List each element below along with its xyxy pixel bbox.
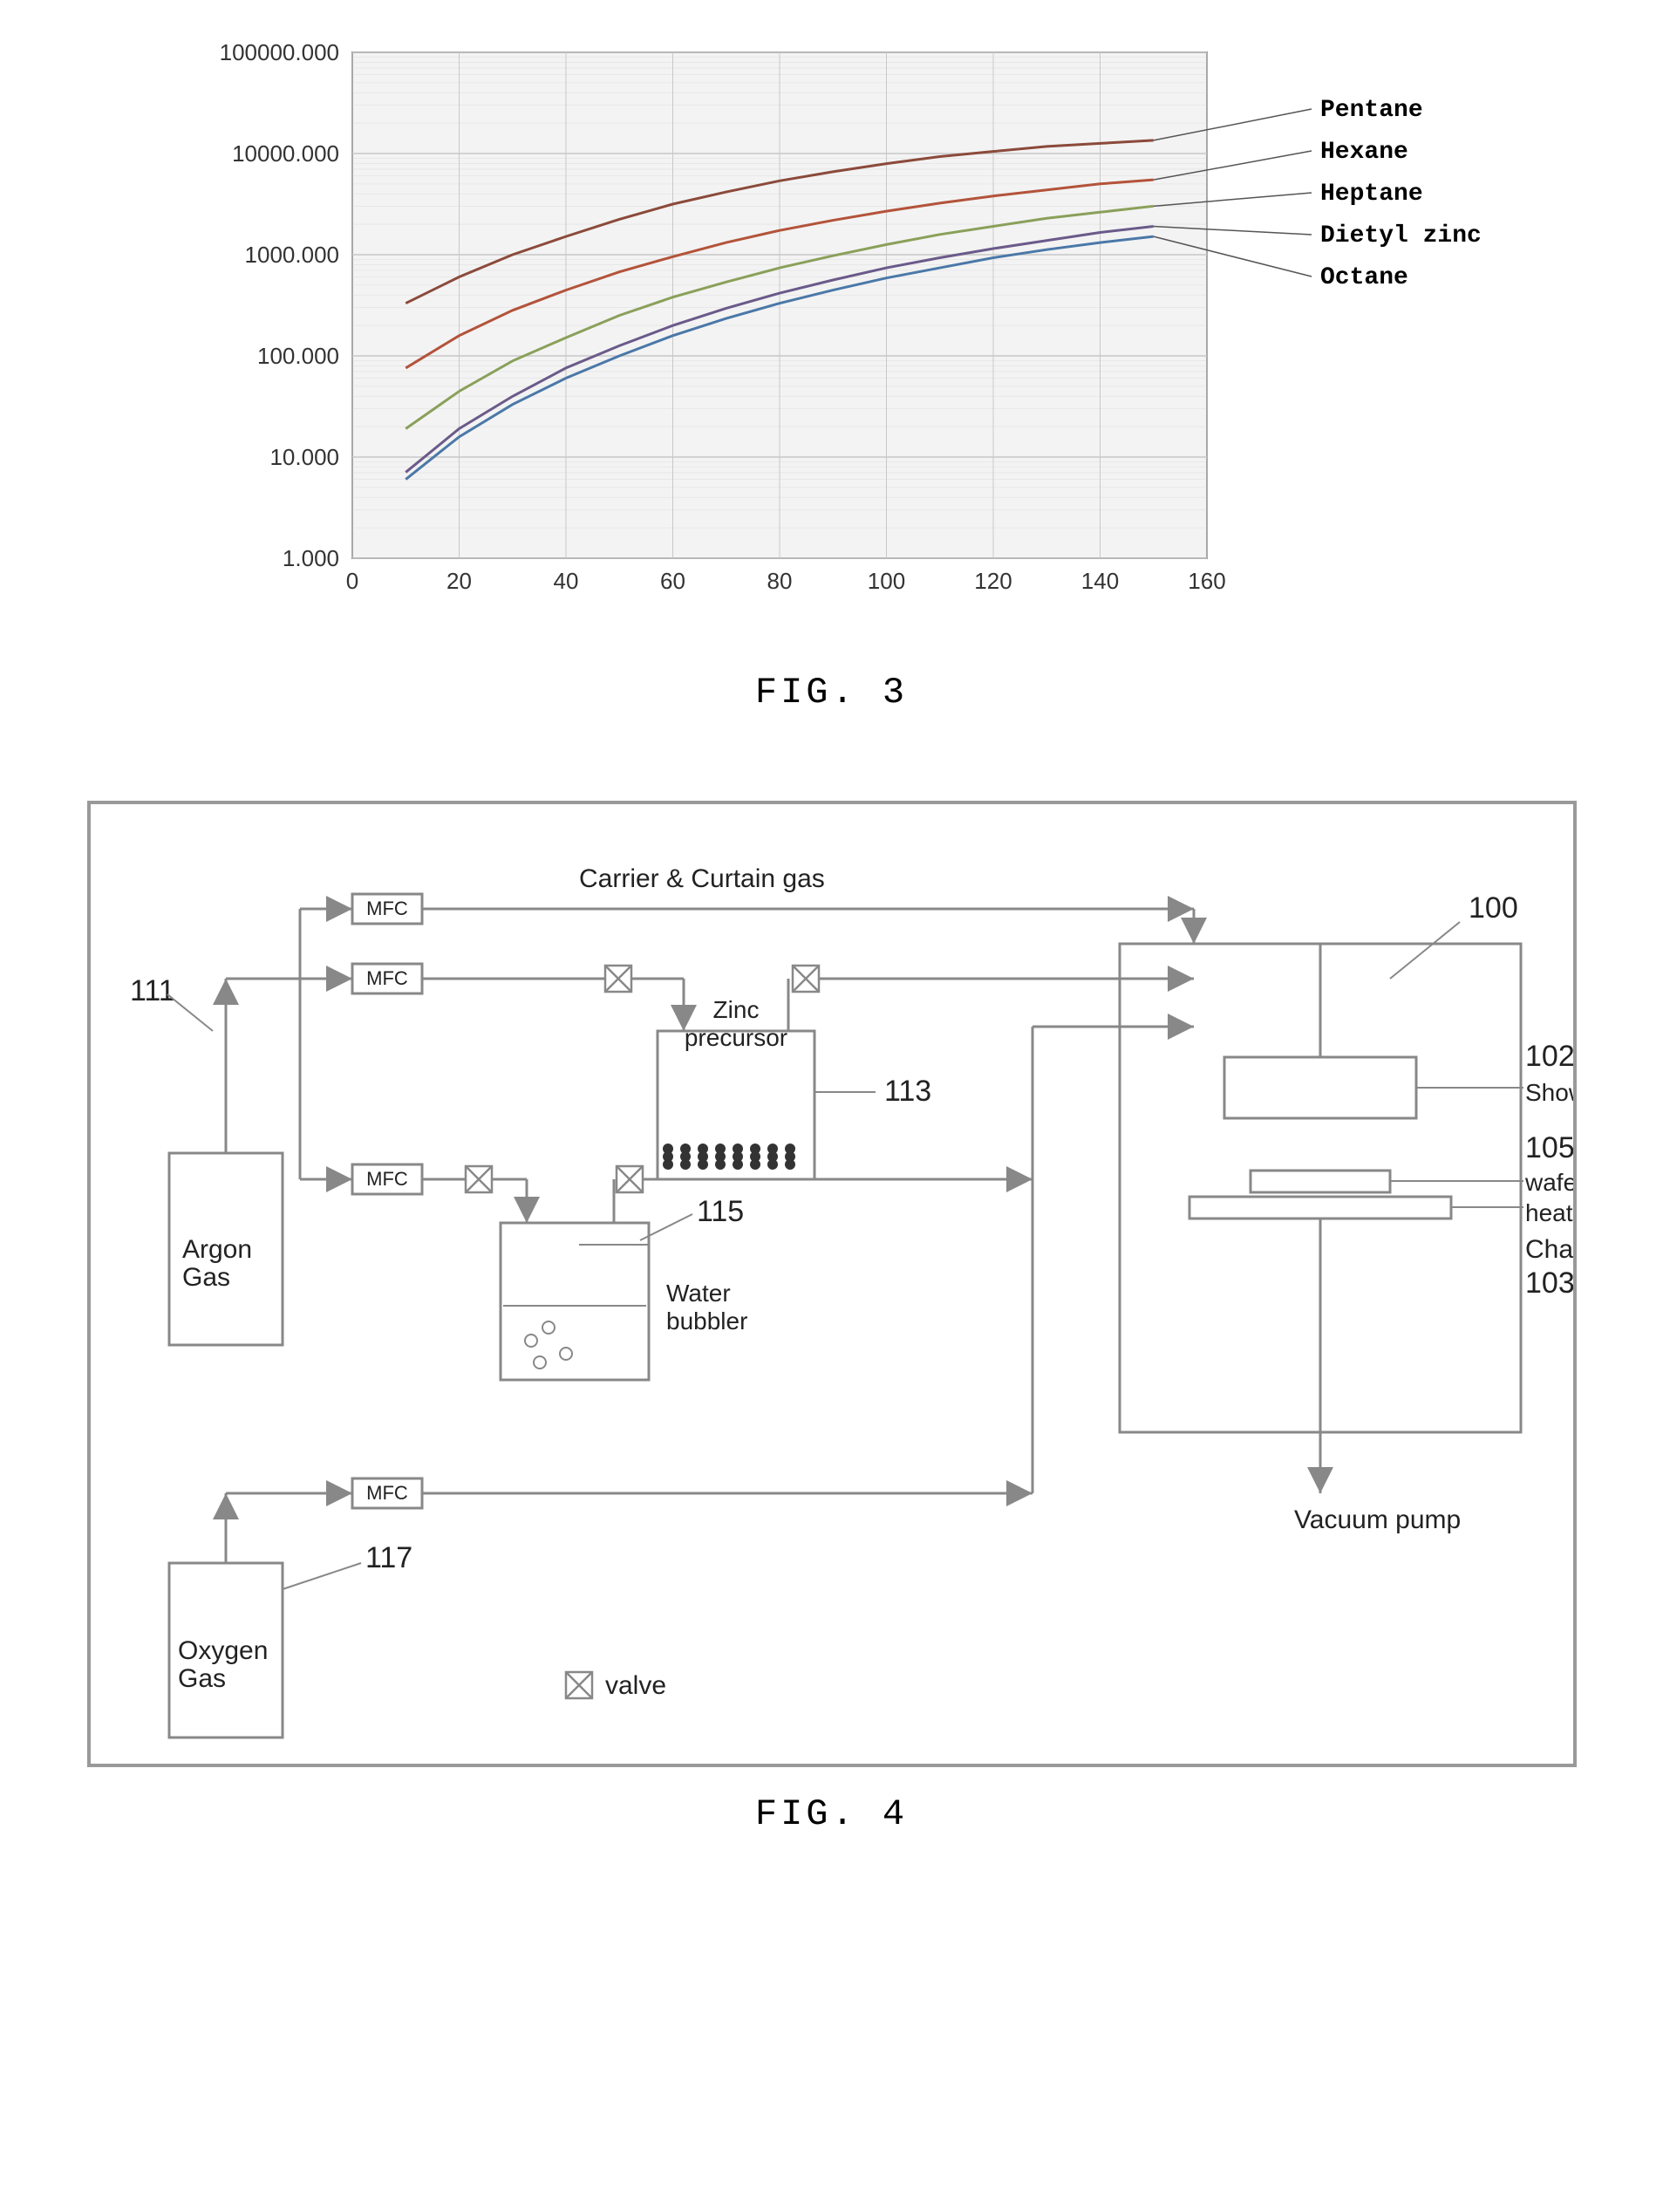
svg-text:40: 40 bbox=[553, 568, 578, 594]
fig3-svg: 1.000 10.000 100.000 1000.000 10000.000 10000… bbox=[178, 35, 1486, 645]
svg-text:113: 113 bbox=[884, 1075, 931, 1108]
svg-text:Gas: Gas bbox=[178, 1664, 226, 1693]
svg-text:1000.000: 1000.000 bbox=[244, 242, 338, 268]
svg-text:Water: Water bbox=[666, 1280, 731, 1307]
svg-text:111: 111 bbox=[130, 974, 175, 1007]
svg-text:140: 140 bbox=[1080, 568, 1118, 594]
svg-text:Vacuum pump: Vacuum pump bbox=[1294, 1505, 1461, 1534]
svg-text:1.000: 1.000 bbox=[282, 545, 338, 571]
svg-text:10000.000: 10000.000 bbox=[232, 140, 339, 167]
svg-text:Carrier & Curtain gas: Carrier & Curtain gas bbox=[579, 864, 825, 893]
svg-text:100: 100 bbox=[867, 568, 904, 594]
fig4-caption: FIG. 4 bbox=[35, 1793, 1628, 1835]
figure-4: ArgonGas111MFCCarrier & Curtain gasMFCZi… bbox=[35, 801, 1628, 1835]
svg-text:MFC: MFC bbox=[366, 967, 408, 989]
svg-text:103: 103 bbox=[1525, 1266, 1573, 1300]
svg-text:MFC: MFC bbox=[366, 1168, 408, 1190]
svg-text:20: 20 bbox=[446, 568, 472, 594]
svg-text:105: 105 bbox=[1525, 1131, 1573, 1164]
fig3-chart: 1.000 10.000 100.000 1000.000 10000.000 10000… bbox=[178, 35, 1486, 645]
svg-text:Hexane: Hexane bbox=[1320, 139, 1408, 166]
svg-text:80: 80 bbox=[767, 568, 792, 594]
svg-text:120: 120 bbox=[974, 568, 1012, 594]
fig4-diagram: ArgonGas111MFCCarrier & Curtain gasMFCZi… bbox=[87, 801, 1577, 1767]
svg-text:bubbler: bubbler bbox=[666, 1307, 747, 1335]
svg-text:102: 102 bbox=[1525, 1040, 1573, 1073]
svg-text:MFC: MFC bbox=[366, 898, 408, 919]
svg-text:Oxygen: Oxygen bbox=[178, 1636, 268, 1665]
figure-3: 1.000 10.000 100.000 1000.000 10000.000 10000… bbox=[35, 35, 1628, 713]
svg-text:0: 0 bbox=[345, 568, 358, 594]
svg-text:Shower head: Shower head bbox=[1525, 1079, 1573, 1106]
svg-text:precursor: precursor bbox=[684, 1024, 787, 1051]
svg-text:100: 100 bbox=[1469, 891, 1518, 925]
svg-text:Dietyl zinc: Dietyl zinc bbox=[1320, 222, 1482, 249]
fig3-caption: FIG. 3 bbox=[35, 672, 1628, 713]
svg-text:Pentane: Pentane bbox=[1320, 97, 1423, 124]
svg-text:Gas: Gas bbox=[182, 1263, 230, 1292]
svg-text:100000.000: 100000.000 bbox=[219, 39, 338, 65]
svg-text:Octane: Octane bbox=[1320, 264, 1408, 291]
svg-text:wafer: wafer bbox=[1524, 1169, 1573, 1196]
svg-text:160: 160 bbox=[1188, 568, 1225, 594]
fig4-svg: ArgonGas111MFCCarrier & Curtain gasMFCZi… bbox=[91, 804, 1573, 1764]
svg-text:Argon: Argon bbox=[182, 1235, 252, 1264]
svg-text:valve: valve bbox=[605, 1671, 666, 1700]
svg-text:10.000: 10.000 bbox=[269, 444, 339, 470]
svg-text:100.000: 100.000 bbox=[257, 343, 339, 369]
svg-text:117: 117 bbox=[365, 1541, 412, 1574]
svg-text:heater: heater bbox=[1525, 1199, 1573, 1226]
svg-text:MFC: MFC bbox=[366, 1482, 408, 1504]
svg-text:Heptane: Heptane bbox=[1320, 181, 1423, 208]
svg-text:Zinc: Zinc bbox=[712, 996, 759, 1023]
svg-text:115: 115 bbox=[697, 1195, 744, 1228]
svg-text:Chamber: Chamber bbox=[1525, 1235, 1573, 1264]
svg-text:60: 60 bbox=[660, 568, 685, 594]
